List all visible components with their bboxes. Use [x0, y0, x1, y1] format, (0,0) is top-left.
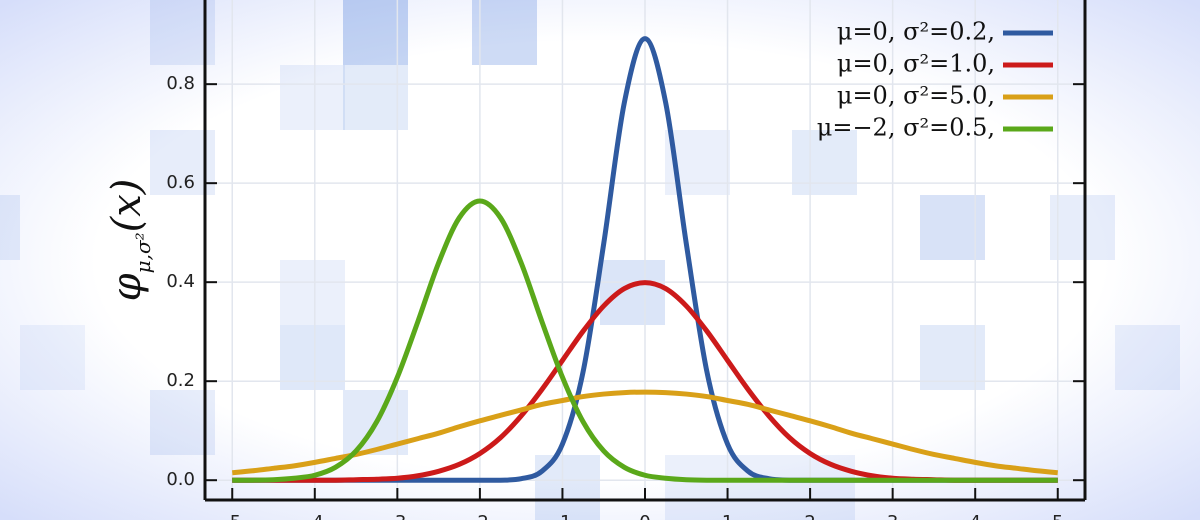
- legend-label: μ=0, σ²=1.0,: [837, 50, 995, 78]
- y-axis-label: φμ,σ²(x): [104, 179, 155, 302]
- y-tick-label: 0.0: [166, 469, 195, 490]
- x-tick-label: 4: [969, 512, 980, 520]
- legend-label: μ=0, σ²=0.2,: [837, 18, 995, 46]
- y-tick-label: 0.6: [166, 172, 195, 193]
- legend-label: μ=0, σ²=5.0,: [837, 82, 995, 110]
- y-label-subscript: μ,σ²: [131, 232, 155, 273]
- y-label-argument: (x): [104, 179, 150, 233]
- curve: [232, 389, 1058, 476]
- legend-label: μ=−2, σ²=0.5,: [817, 114, 995, 142]
- x-tick-label: -5: [223, 512, 241, 520]
- x-tick-label: 3: [887, 512, 898, 520]
- legend: μ=0, σ²=0.2, μ=0, σ²=1.0, μ=0, σ²=5.0, μ=−2…: [817, 18, 1053, 142]
- x-tick-label: -1: [553, 512, 571, 520]
- y-tick-label: 0.4: [166, 271, 195, 292]
- x-tick-label: -2: [471, 512, 489, 520]
- x-tick-label: -4: [306, 512, 324, 520]
- x-tick-label: 5: [1052, 512, 1063, 520]
- x-tick-label: -3: [388, 512, 406, 520]
- x-tick-label: 1: [722, 512, 733, 520]
- x-tick-label: 0: [639, 512, 650, 520]
- y-tick-label: 0.2: [166, 370, 195, 391]
- plot-area: -5 -4 -3 -2 -1 0 1 2 3 4 5 0.0 0.2 0.4 0.6 0.8 μ=0, σ²=0…: [166, 0, 1087, 520]
- y-label-symbol: φ: [104, 273, 150, 301]
- y-tick-label: 0.8: [166, 73, 195, 94]
- curve: [232, 198, 1058, 483]
- x-tick-label: 2: [804, 512, 815, 520]
